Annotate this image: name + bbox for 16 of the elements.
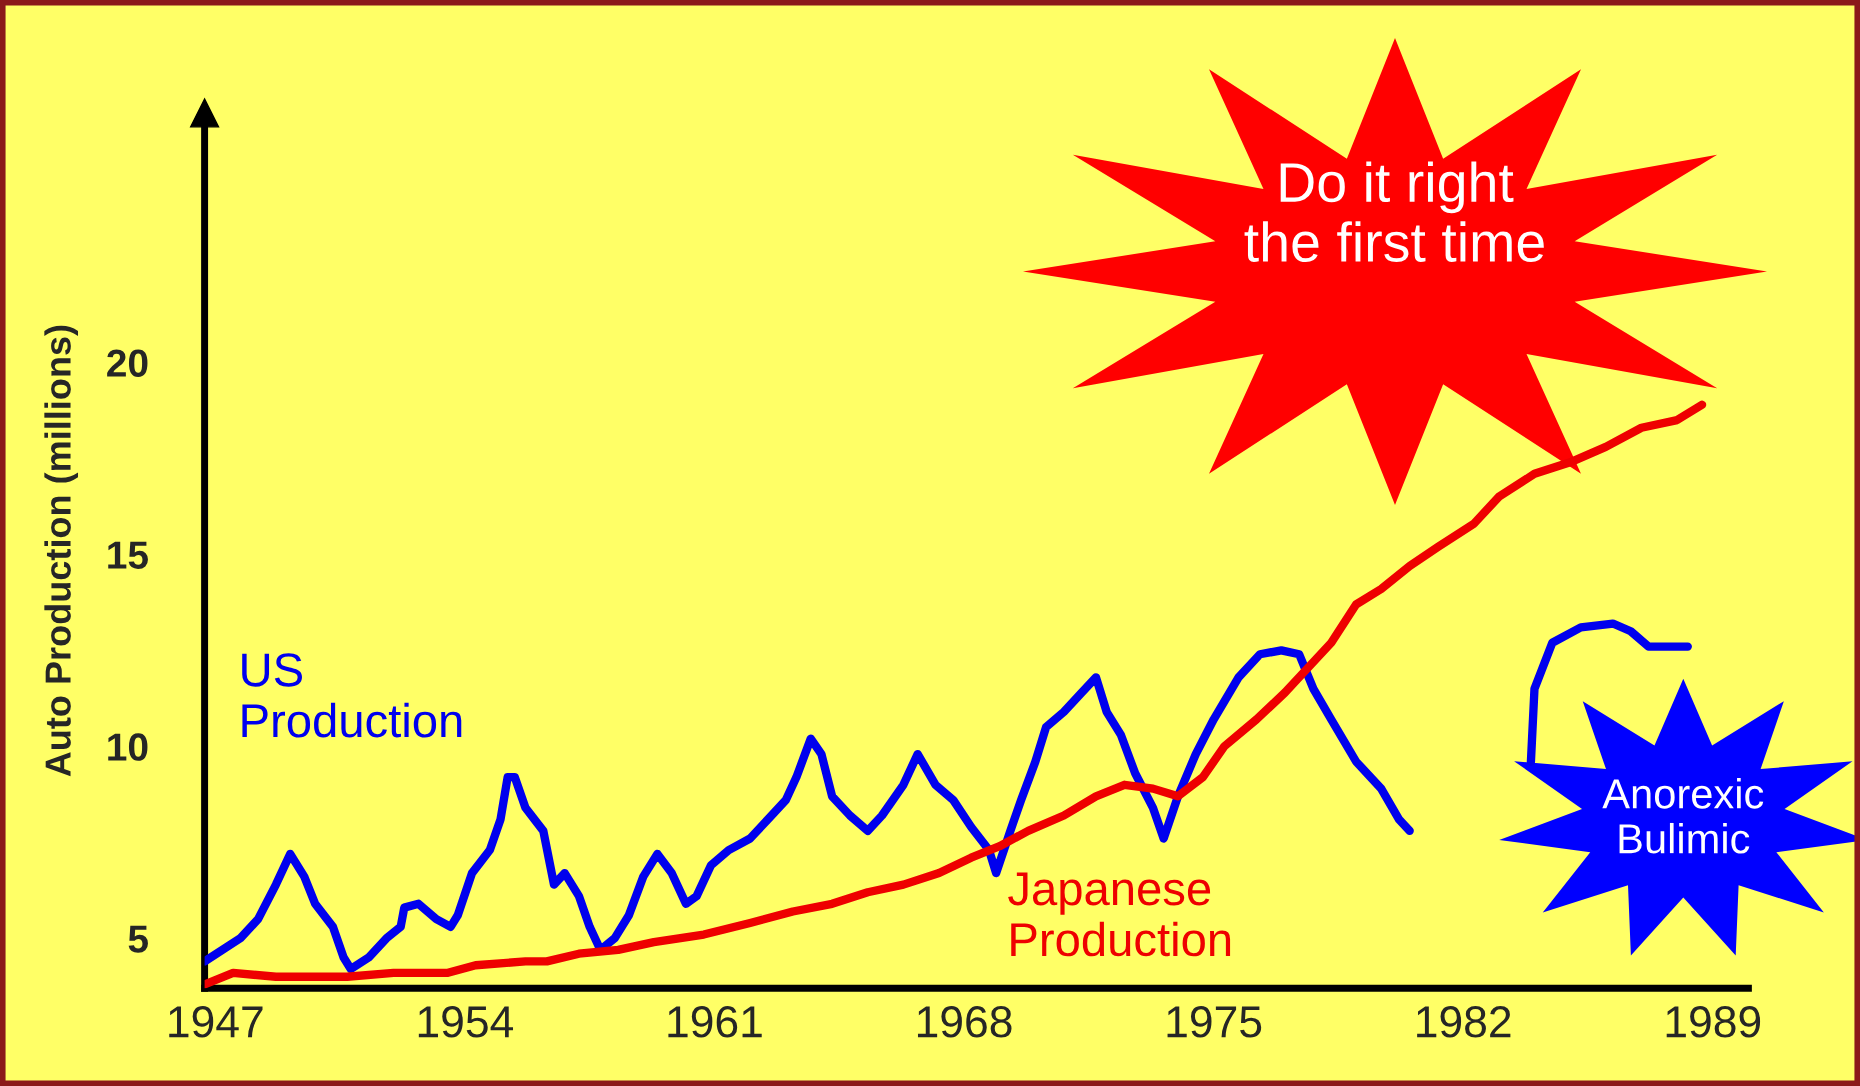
series-label: Japanese Production [1008,872,1231,957]
y-tick-label: 15 [108,541,148,569]
y-tick-label: 20 [107,349,148,377]
x-tick-label: 1975 [1167,1006,1262,1038]
x-tick-label: 1954 [418,1006,514,1038]
x-tick-label: 1989 [1666,1006,1761,1038]
x-tick-label: 1982 [1417,1006,1511,1038]
series-label: US Production [242,653,462,738]
y-tick-label: 5 [128,925,148,953]
annotation: Do it right the first time [1244,161,1544,263]
x-tick-label: 1961 [668,1006,762,1038]
x-tick-label: 1947 [169,1006,263,1038]
y-axis-title: Auto Production (millions) [44,325,79,777]
annotation: Anorexic Bulimic [1602,778,1764,854]
y-tick-label: 10 [108,733,148,761]
x-tick-label: 1968 [917,1006,1012,1038]
